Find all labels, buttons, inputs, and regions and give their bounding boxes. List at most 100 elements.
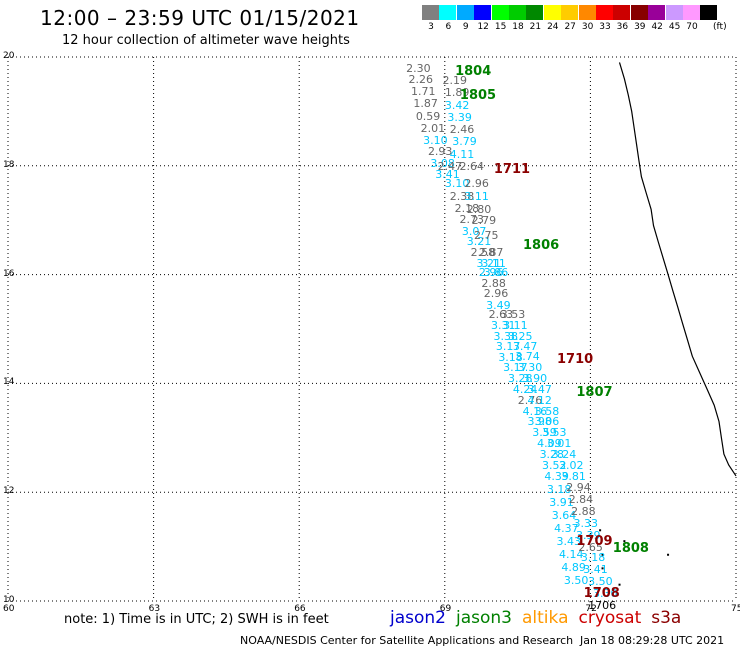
wave-height-label: 2.73 [459,213,484,227]
wave-height-label: 2.96 [464,177,489,191]
legend-tick-label: 9 [462,22,469,32]
wave-height-label: 2.88 [571,504,596,518]
pass-time-label: 1708 [583,585,620,601]
pass-time-label: 1805 [459,88,497,104]
wave-height-label: 3.10 [423,133,448,147]
island-marker [599,529,602,532]
wave-height-label: 4.11 [449,147,475,161]
page-title: 12:00 – 23:59 UTC 01/15/2021 [40,6,360,30]
legend-tick-label: 30 [581,22,594,32]
legend-swatch [422,5,439,20]
wave-height-label: 3.08 [430,157,455,171]
x-tick-label: 66 [294,604,306,614]
legend-swatch [665,5,683,20]
legend-swatch [683,5,700,20]
wave-height-label: 3.43 [556,535,582,549]
legend-tick-label: 39 [634,22,646,32]
coastline [618,62,737,477]
legend-swatch [578,5,596,20]
y-tick-label: 16 [3,268,15,279]
wave-height-label: 3.49 [486,298,511,312]
wave-height-label: 3.90 [522,371,548,385]
wave-height-label: 2.76 [517,393,543,407]
wave-height-label: 3.53 [542,426,567,440]
timestamp-text: Jan 18 08:29:28 UTC 2021 [580,634,725,647]
wave-height-label: 2.30 [406,61,431,75]
legend-swatch [439,5,457,20]
wave-height-label: 3.79 [452,135,477,149]
wave-height-label: 2.84 [568,492,594,506]
legend-tick-label: 12 [477,22,489,32]
wave-height-label: 2.96 [483,287,509,301]
y-tick-label: 12 [3,486,15,497]
legend-swatch [561,5,579,20]
mission-label-altika: altika [522,608,569,628]
wave-height-label: 3.18 [546,483,572,497]
wave-height-label: 2.19 [442,73,468,87]
wave-height-label: 3.07 [461,225,487,239]
wave-height-label: 3.98 [527,415,552,429]
x-tick-label: 75 [731,604,740,614]
wave-height-label: 2.75 [474,229,499,243]
wave-height-label: 3.18 [580,551,606,565]
legend-swatch [509,5,526,20]
wave-height-label: 3.58 [534,404,560,418]
wave-height-label: 3.53 [500,308,526,322]
wave-height-label: 3.11 [503,318,528,332]
mission-label-cryosat: cryosat [578,608,642,628]
wave-height-label: 3.02 [558,459,584,472]
legend-swatch [596,5,613,20]
legend-swatch [543,5,561,20]
mission-label-s3a: s3a [651,608,682,628]
wave-height-label: 3.11 [464,189,489,203]
legend-tick-label: 70 [686,22,698,32]
mission-label-jason2: jason2 [390,608,446,628]
wave-height-label: 3.25 [508,329,533,343]
wave-height-label: 3.39 [447,110,472,124]
x-tick-label: 72 [585,604,597,614]
y-tick-label: 20 [3,51,15,61]
legend-tick-label: 18 [512,22,524,32]
wave-height-label: 2.64 [459,159,484,173]
wave-height-label: 3.41 [583,563,608,577]
wave-height-label: 3.10 [444,177,470,191]
wave-height-label: 2.38 [449,189,475,203]
wave-height-label: 2.94 [566,480,591,494]
mission-legend: jason2 jason3 altika cryosat s3a [390,608,691,628]
wave-height-label: 3.81 [561,469,586,483]
pass-time-label: 1804 [455,63,492,79]
legend-swatch [474,5,492,20]
wave-height-label: 2.96 [478,266,504,280]
wave-height-label: 2.46 [449,122,475,136]
wave-height-label: 2.87 [478,245,504,259]
wave-height-label: 3.86 [483,266,509,280]
x-tick-label: 63 [148,604,161,614]
legend-swatch [456,5,474,20]
wave-height-label: 2.80 [466,203,492,217]
mission-label-jason3: jason3 [456,608,512,628]
wave-height-label: 3.33 [573,516,599,530]
wave-height-label: 3.28 [508,371,533,385]
wave-height-label: 3.24 [551,448,577,462]
legend-tick-label: 3 [428,22,434,32]
pass-time-label: 1806 [523,237,560,253]
wave-height-label: 3.21 [466,234,492,248]
legend-tick-label: 42 [651,22,663,32]
wave-height-label: 4.24 [512,382,538,396]
wave-height-label: 2.93 [427,145,453,159]
wave-height-label: 3.50 [563,574,589,588]
legend-swatch [700,5,718,20]
wave-height-label: 1.89 [444,86,470,100]
island-marker [601,567,604,570]
wave-height-label: 4.14 [558,548,584,562]
wave-height-label: 3.18 [498,351,523,365]
credit-text: NOAA/NESDIS Center for Satellite Applica… [240,634,574,647]
wave-height-label: 2.63 [488,308,514,322]
wave-height-label: 0.59 [415,109,441,123]
wave-height-label: 4.89 [561,561,586,575]
footer-note: note: 1) Time is in UTC; 2) SWH is in fe… [64,612,329,627]
wave-height-label: 3.31 [491,318,516,332]
pass-time-label: 1711 [493,161,531,177]
